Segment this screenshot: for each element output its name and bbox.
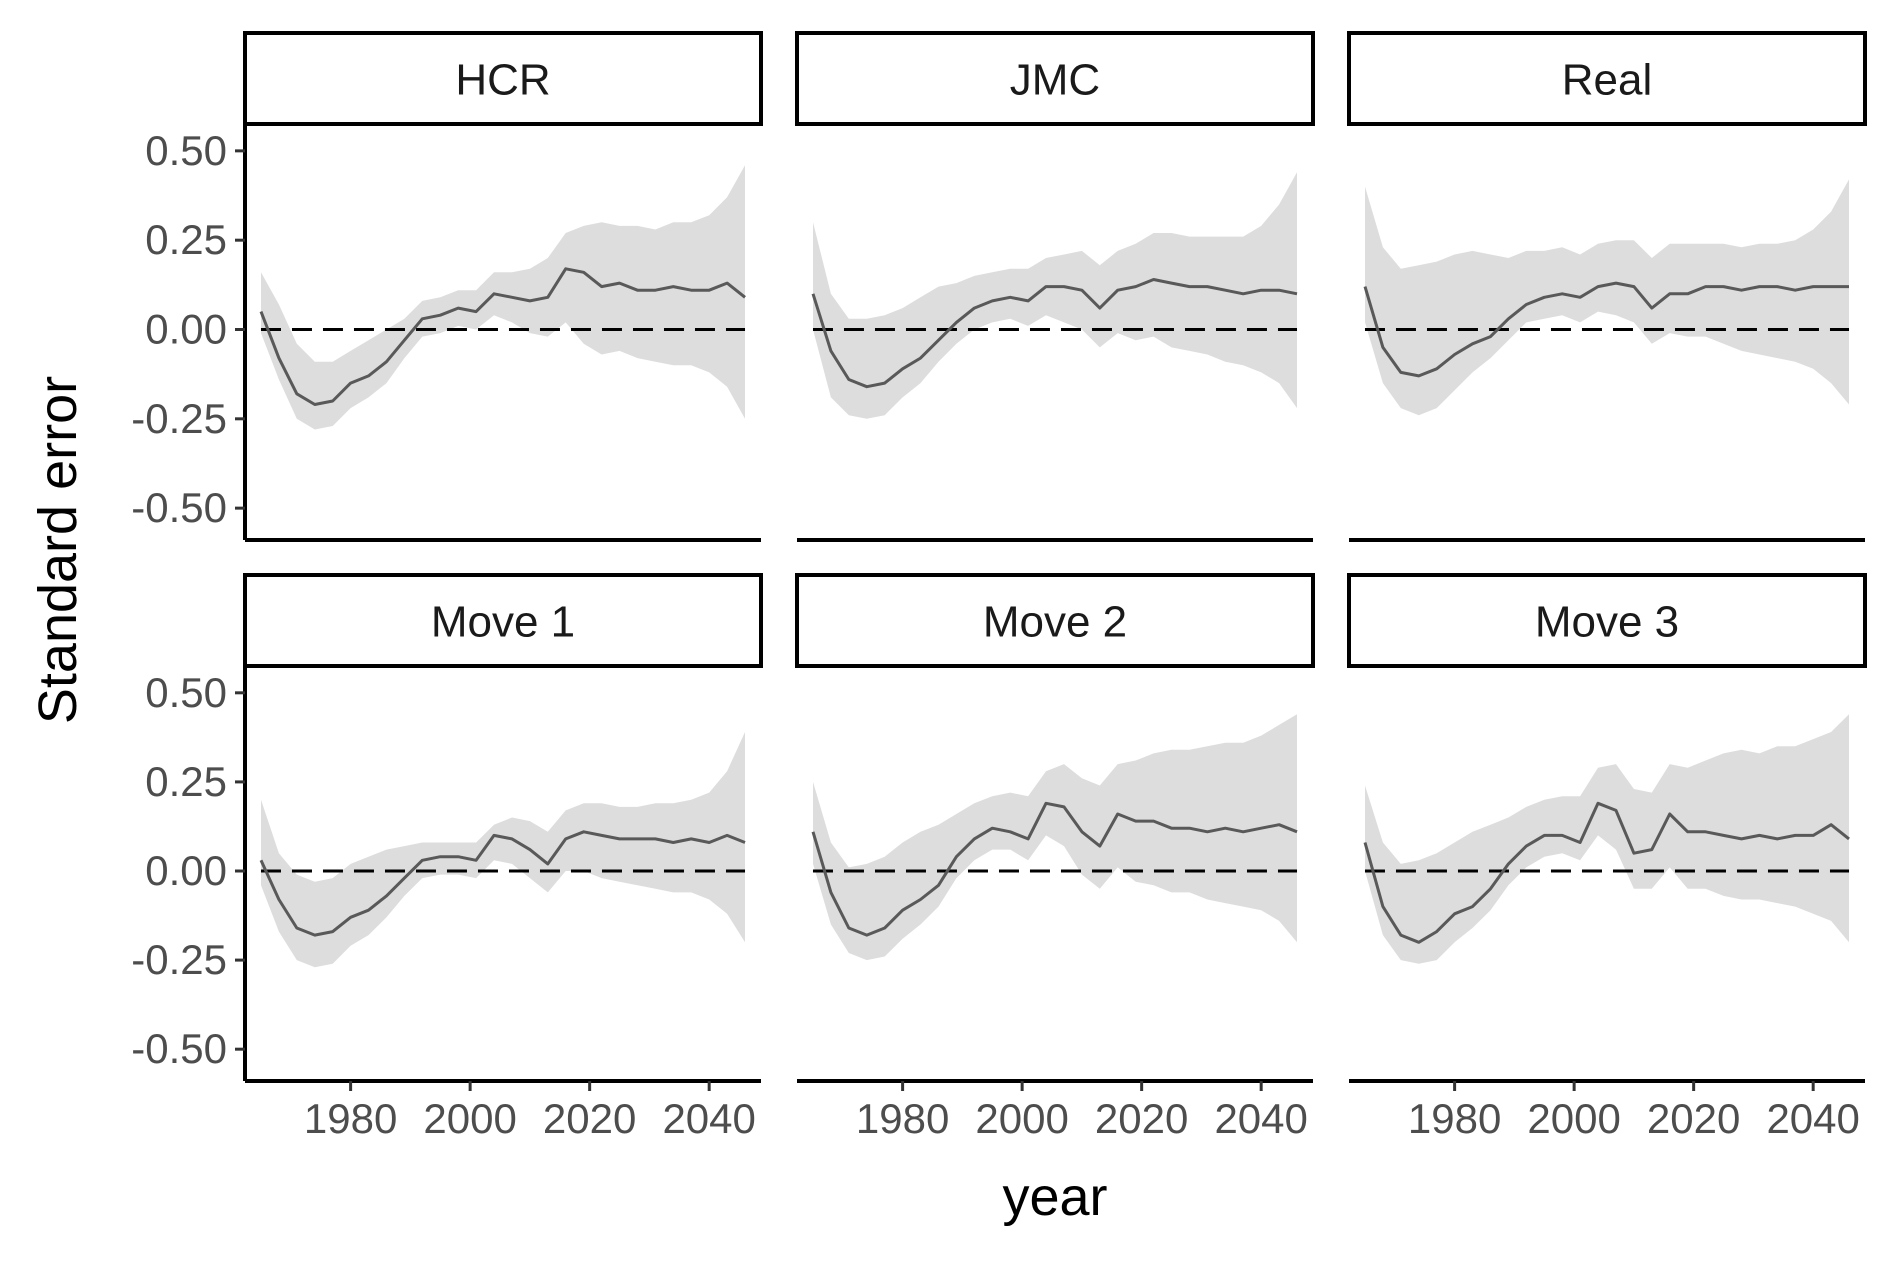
y-tick-label: -0.50 (131, 1025, 227, 1072)
series-line (1363, 281, 1849, 378)
series-line (1363, 801, 1850, 944)
confidence-band (1365, 714, 1849, 964)
facet-panel: Move 2 1980 2000 2020 2040 (795, 573, 1315, 1142)
x-axis-title: year (1002, 1167, 1107, 1227)
y-tick-label: 0.00 (145, 847, 227, 894)
facet-panel: Move 3 1980 2000 2020 2040 (1347, 573, 1867, 1142)
facet-panel: Move 1 1980 2000 2020 2040 0.50 0.25 0.00 -0.25 -… (131, 573, 763, 1142)
confidence-band (1365, 179, 1849, 416)
y-axis-title: Standard error (28, 376, 88, 724)
y-tick-label: 0.50 (145, 127, 227, 174)
x-tick-label: 1980 (1408, 1095, 1501, 1142)
x-tick-label: 1980 (856, 1095, 949, 1142)
facet-panel: HCR 0.50 0.25 0.00 -0.25 -0.50 (131, 31, 763, 542)
series-line (259, 830, 746, 937)
x-tick-label: 2040 (1766, 1095, 1859, 1142)
facet-strip (243, 31, 763, 126)
facet-panel: Real (1347, 31, 1867, 542)
y-tick-label: -0.25 (131, 936, 227, 983)
confidence-band (813, 172, 1297, 419)
x-tick-label: 2020 (543, 1095, 636, 1142)
facet-strip-label: JMC (1010, 56, 1100, 105)
facet-strip-label: HCR (455, 56, 550, 105)
confidence-band (813, 714, 1297, 961)
series-line (811, 801, 1298, 937)
facet-strip-label: Move 1 (431, 598, 575, 647)
facet-strip (1347, 31, 1867, 126)
series-line (811, 278, 1298, 389)
y-tick-label: 0.00 (145, 306, 227, 353)
facet-strip-label: Move 3 (1535, 598, 1679, 647)
x-tick-label: 2040 (1214, 1095, 1307, 1142)
x-tick-label: 2000 (423, 1095, 516, 1142)
y-tick-label: 0.25 (145, 758, 227, 805)
facet-strip (243, 573, 763, 668)
confidence-band (261, 732, 745, 968)
facet-strip-label: Real (1562, 56, 1653, 105)
facet-strip (1347, 573, 1867, 668)
x-tick-label: 1980 (304, 1095, 397, 1142)
x-tick-label: 2000 (1527, 1095, 1620, 1142)
y-tick-label: 0.25 (145, 216, 227, 263)
facets-layer: HCR 0.50 0.25 0.00 -0.25 -0.50 JMC Real Move 1 19… (131, 31, 1867, 1142)
facet-panel: JMC (795, 31, 1315, 542)
series-line (259, 267, 746, 406)
x-tick-label: 2000 (975, 1095, 1068, 1142)
y-tick-label: -0.25 (131, 395, 227, 442)
x-tick-label: 2020 (1647, 1095, 1740, 1142)
facet-strip-label: Move 2 (983, 598, 1127, 647)
facet-strip (795, 573, 1315, 668)
facet-strip (795, 31, 1315, 126)
x-tick-label: 2040 (662, 1095, 755, 1142)
x-tick-label: 2020 (1095, 1095, 1188, 1142)
y-tick-label: 0.50 (145, 669, 227, 716)
y-tick-label: -0.50 (131, 484, 227, 531)
